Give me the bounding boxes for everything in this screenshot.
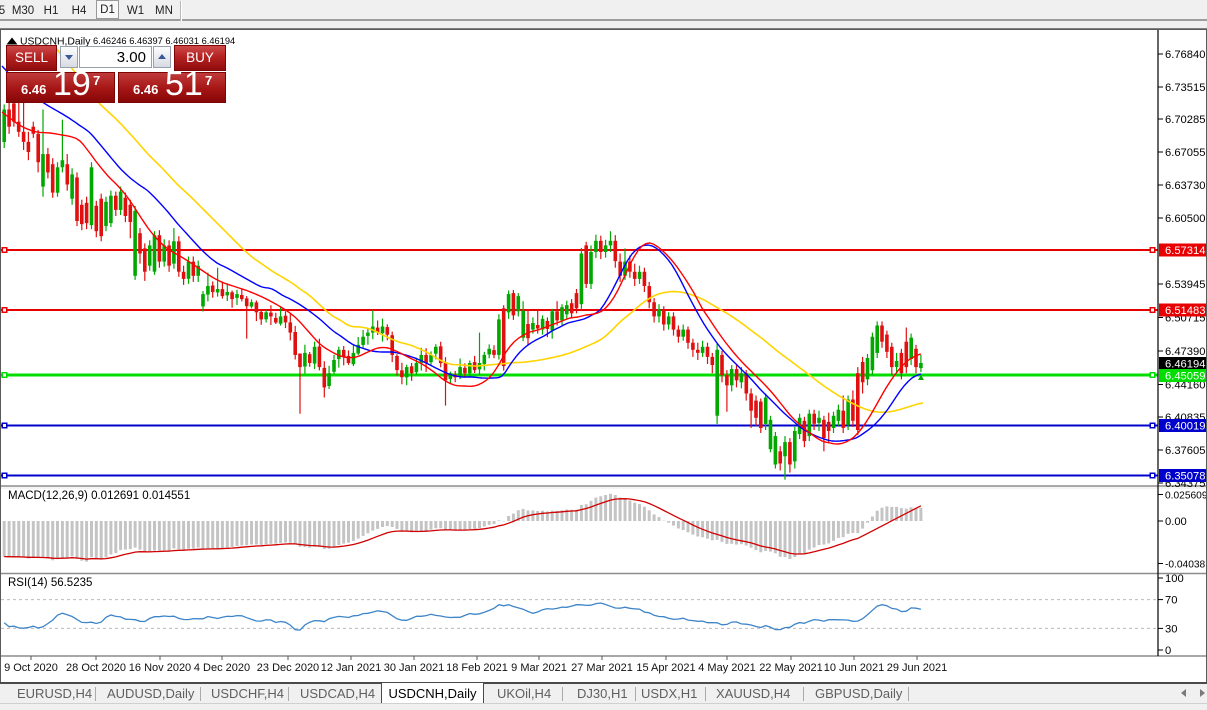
svg-text:6.44160: 6.44160	[1165, 380, 1205, 392]
svg-text:28 Oct 2020: 28 Oct 2020	[66, 662, 126, 674]
svg-text:RSI(14) 56.5235: RSI(14) 56.5235	[8, 577, 92, 589]
svg-text:6.67055: 6.67055	[1165, 147, 1205, 159]
svg-text:12 Jan 2021: 12 Jan 2021	[321, 662, 382, 674]
svg-text:23 Dec 2020: 23 Dec 2020	[257, 662, 319, 674]
svg-text:6.63730: 6.63730	[1165, 180, 1205, 192]
svg-text:6.70285: 6.70285	[1165, 114, 1205, 126]
svg-text:6.37605: 6.37605	[1165, 445, 1205, 457]
svg-text:6.35078: 6.35078	[1165, 471, 1205, 483]
svg-text:6.46246 6.46397 6.46031 6.4619: 6.46246 6.46397 6.46031 6.46194	[93, 36, 235, 46]
svg-text:18 Feb 2021: 18 Feb 2021	[446, 662, 508, 674]
svg-text:6.40019: 6.40019	[1165, 421, 1205, 433]
svg-text:30: 30	[1165, 623, 1177, 635]
svg-text:4 Dec 2020: 4 Dec 2020	[194, 662, 250, 674]
svg-text:6.51483: 6.51483	[1165, 305, 1205, 317]
svg-text:4 May 2021: 4 May 2021	[698, 662, 755, 674]
svg-text:0: 0	[1165, 645, 1171, 657]
svg-text:27 Mar 2021: 27 Mar 2021	[571, 662, 633, 674]
svg-text:22 May 2021: 22 May 2021	[759, 662, 823, 674]
svg-text:6.76840: 6.76840	[1165, 49, 1205, 61]
svg-text:6.46194: 6.46194	[1165, 359, 1205, 371]
svg-text:16 Nov 2020: 16 Nov 2020	[129, 662, 191, 674]
svg-text:70: 70	[1165, 595, 1177, 607]
svg-text:6.60500: 6.60500	[1165, 213, 1205, 225]
svg-text:10 Jun 2021: 10 Jun 2021	[824, 662, 885, 674]
svg-text:6.45059: 6.45059	[1165, 371, 1205, 383]
svg-text:MACD(12,26,9) 0.012691 0.01455: MACD(12,26,9) 0.012691 0.014551	[8, 490, 190, 502]
svg-text:15 Apr 2021: 15 Apr 2021	[636, 662, 695, 674]
svg-text:USDCNH,Daily: USDCNH,Daily	[20, 37, 91, 48]
svg-text:6.47390: 6.47390	[1165, 346, 1205, 358]
svg-text:0.00: 0.00	[1165, 516, 1187, 528]
svg-text:6.73515: 6.73515	[1165, 82, 1205, 94]
svg-text:100: 100	[1165, 573, 1184, 585]
svg-text:0.025609: 0.025609	[1165, 491, 1207, 502]
svg-text:29 Jun 2021: 29 Jun 2021	[887, 662, 948, 674]
svg-text:30 Jan 2021: 30 Jan 2021	[384, 662, 445, 674]
svg-text:9 Oct 2020: 9 Oct 2020	[4, 662, 58, 674]
svg-text:6.53945: 6.53945	[1165, 279, 1205, 291]
svg-text:6.57314: 6.57314	[1165, 245, 1205, 257]
svg-text:9 Mar 2021: 9 Mar 2021	[511, 662, 567, 674]
svg-text:-0.04038: -0.04038	[1165, 560, 1206, 571]
